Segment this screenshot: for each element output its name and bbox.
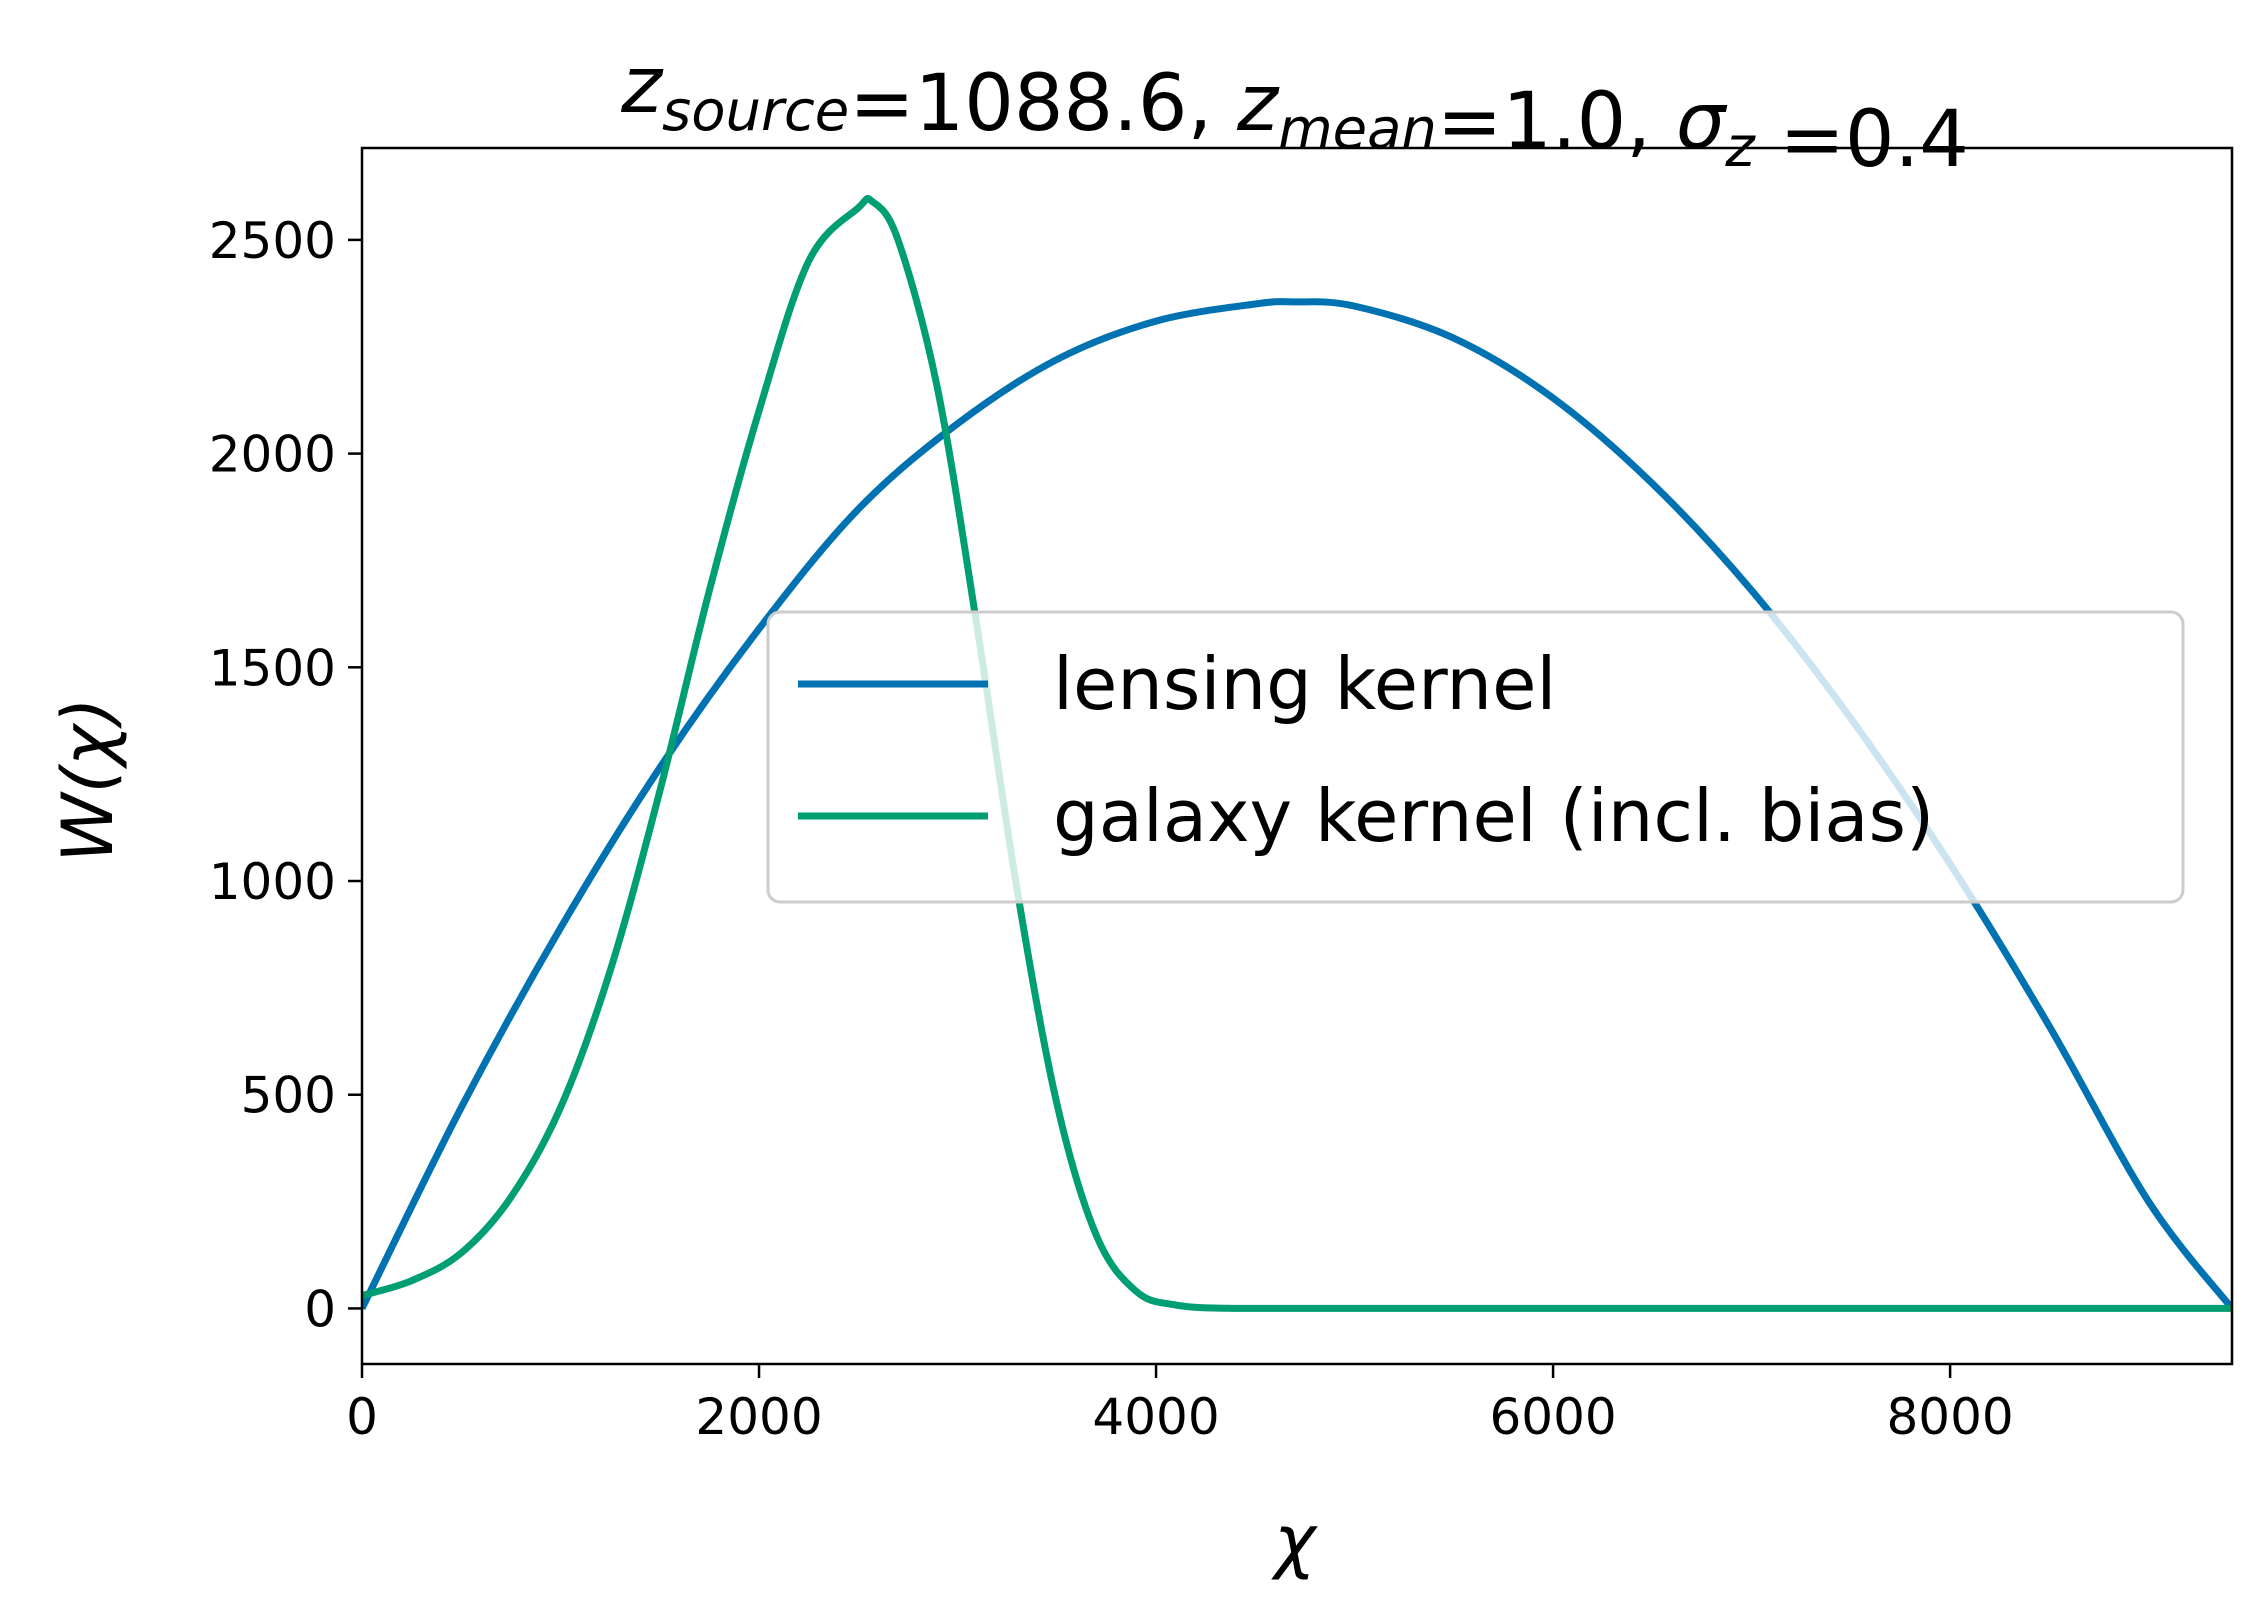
y-tick-label: 500 [241, 1067, 336, 1125]
legend-label: galaxy kernel (incl. bias) [1053, 774, 1934, 858]
legend: lensing kernel galaxy kernel (incl. bias) [766, 610, 2185, 904]
x-axis: 0 2000 4000 6000 8000 [346, 1364, 2014, 1446]
y-tick-label: 1500 [209, 639, 336, 697]
x-tick-label: 0 [346, 1388, 378, 1446]
axes-frame [360, 146, 2234, 1366]
series-line [362, 194, 2232, 1312]
title-part: =1.0, [1437, 77, 1676, 167]
y-axis: 0 500 1000 1500 2000 2500 [209, 212, 362, 1338]
y-axis-label: W(χ) [47, 697, 129, 862]
y-tick-label: 2000 [209, 426, 336, 484]
chart-title: zsource=1088.6, zmean=1.0, σz =0.4 [620, 41, 1969, 185]
y-tick-label: 1000 [209, 853, 336, 911]
y-tick-label: 2500 [209, 212, 336, 270]
title-subscript: source [662, 79, 849, 144]
legend-label: lensing kernel [1053, 642, 1556, 726]
x-tick-label: 2000 [695, 1388, 822, 1446]
legend-box [766, 610, 2185, 904]
x-axis-label: χ [1270, 1500, 1318, 1582]
title-part: =1088.6, [849, 59, 1237, 149]
title-subscript: mean [1278, 97, 1437, 162]
title-part: z [1236, 59, 1280, 149]
x-tick-label: 6000 [1489, 1388, 1616, 1446]
title-part: z [620, 41, 664, 131]
y-tick-label: 0 [304, 1280, 336, 1338]
title-part: =0.4 [1755, 95, 1969, 185]
title-part: σ [1676, 77, 1728, 167]
x-tick-label: 4000 [1092, 1388, 1219, 1446]
x-tick-label: 8000 [1886, 1388, 2013, 1446]
